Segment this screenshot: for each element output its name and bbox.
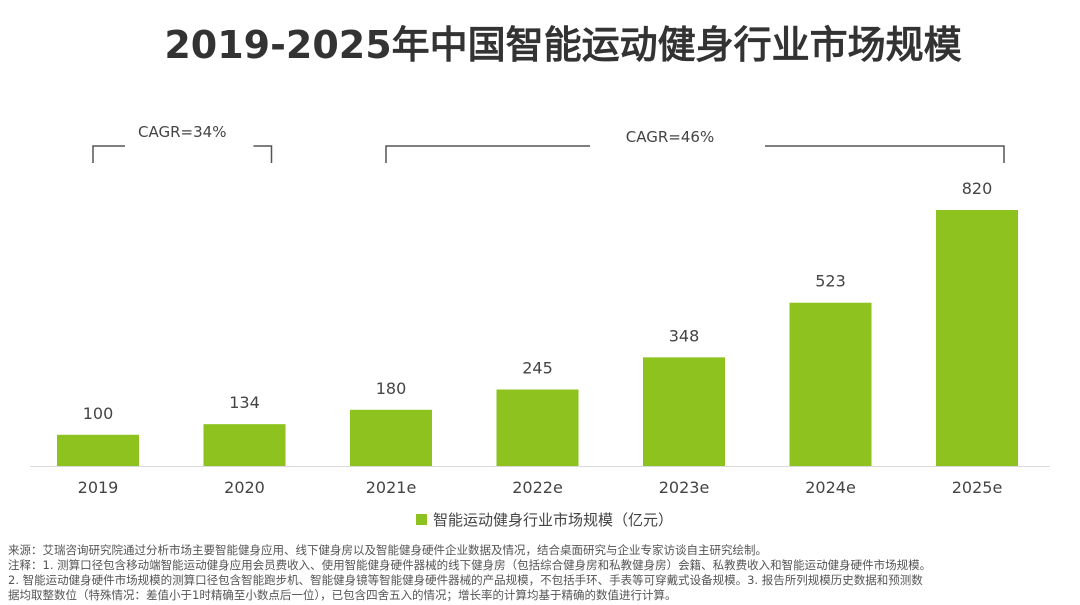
data-label: 180 <box>376 379 407 398</box>
data-label: 348 <box>669 326 700 345</box>
bar-2022e <box>496 389 579 466</box>
bar-2019 <box>57 434 139 466</box>
data-label: 134 <box>229 393 260 412</box>
note-2: 2. 智能运动健身硬件市场规模的测算口径包含智能跑步机、智能健身镜等智能健身硬件… <box>8 573 923 587</box>
x-tick-label: 2021e <box>366 478 417 497</box>
cagr-label: CAGR=34% <box>138 123 226 141</box>
source-note: 来源：艾瑞咨询研究院通过分析市场主要智能健身应用、线下健身房以及智能健身硬件企业… <box>8 543 767 557</box>
legend-label: 智能运动健身行业市场规模（亿元） <box>433 511 673 529</box>
data-label: 820 <box>962 179 993 198</box>
bar-2025e <box>936 210 1018 466</box>
data-label: 100 <box>83 404 114 423</box>
bar-2021e <box>350 409 432 466</box>
cagr-bracket-right <box>253 145 273 163</box>
footnotes: 来源：艾瑞咨询研究院通过分析市场主要智能健身应用、线下健身房以及智能健身硬件企业… <box>8 543 931 603</box>
x-tick-label: 2023e <box>659 478 710 497</box>
x-tick-label: 2022e <box>512 478 563 497</box>
x-tick-label: 2024e <box>805 478 856 497</box>
bar-2024e <box>789 302 872 466</box>
data-label: 523 <box>815 272 846 291</box>
note-3: 据均取整数位（特殊情况：差值小于1时精确至小数点后一位），已包含四舍五入的情况；… <box>8 588 677 602</box>
x-tick-label: 2019 <box>78 478 119 497</box>
x-tick-label: 2020 <box>224 478 265 497</box>
x-tick-label: 2025e <box>952 478 1003 497</box>
cagr-label: CAGR=46% <box>626 128 714 146</box>
bar-2020 <box>203 424 286 466</box>
bar-2023e <box>643 357 725 466</box>
note-1: 注释：1. 测算口径包含移动端智能运动健身应用会员费收入、使用智能健身硬件器械的… <box>8 558 932 572</box>
data-label: 245 <box>522 359 553 378</box>
cagr-bracket-right <box>765 145 1005 163</box>
cagr-bracket-left <box>92 145 125 163</box>
cagr-bracket-left <box>385 145 590 163</box>
legend-swatch <box>416 514 427 525</box>
chart-title: 2019-2025年中国智能运动健身行业市场规模 <box>164 23 962 67</box>
